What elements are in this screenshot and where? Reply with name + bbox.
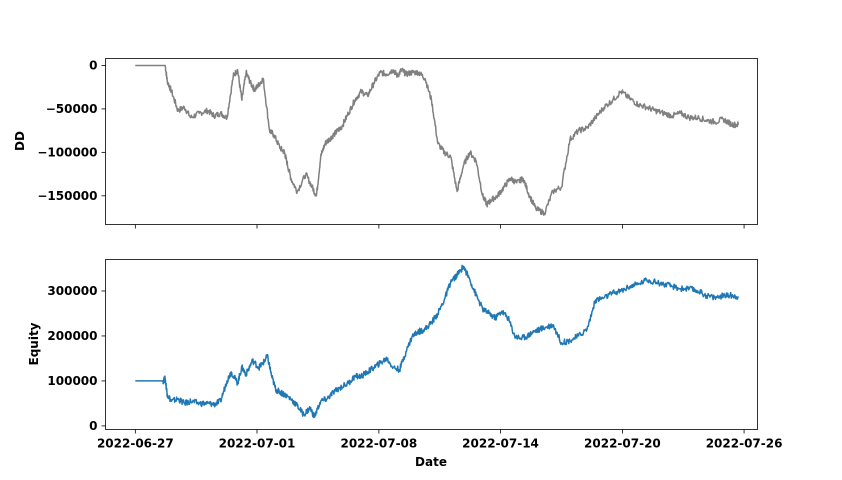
dd-panel: 0 −50000 −100000 −150000 DD [13, 58, 758, 229]
equity-y-axis-label: Equity [27, 322, 41, 365]
dd-y-tick-label: −150000 [37, 189, 97, 203]
x-tick-label: 2022-07-01 [219, 437, 296, 451]
equity-series-line [135, 264, 739, 419]
equity-y-tick-label: 0 [89, 419, 97, 433]
dd-series-line [135, 64, 740, 216]
dd-y-axis-label: DD [13, 131, 27, 151]
x-tick-label: 2022-07-20 [584, 437, 661, 451]
equity-y-tick-label: 100000 [47, 374, 97, 388]
equity-plot-frame [105, 259, 758, 430]
equity-y-axis: 0 100000 200000 300000 [47, 284, 106, 433]
equity-panel: 0 100000 200000 300000 2022-06-27 2022-07-01… [27, 259, 783, 469]
x-tick-label: 2022-07-08 [340, 437, 417, 451]
dd-y-tick-label: −100000 [37, 145, 97, 159]
dd-y-axis: 0 −50000 −100000 −150000 [37, 58, 106, 203]
x-tick-label: 2022-06-27 [97, 437, 174, 451]
equity-y-tick-label: 200000 [47, 329, 97, 343]
dd-plot-frame [105, 58, 758, 225]
equity-x-axis: 2022-06-27 2022-07-01 2022-07-08 2022-07-14… [97, 429, 783, 451]
dd-y-tick-label: −50000 [46, 102, 98, 116]
dd-y-tick-label: 0 [89, 58, 97, 72]
dd-x-ticks [134, 224, 745, 229]
x-tick-label: 2022-07-26 [706, 437, 783, 451]
equity-x-axis-label: Date [415, 455, 447, 469]
x-tick-label: 2022-07-14 [462, 437, 539, 451]
equity-y-tick-label: 300000 [47, 284, 97, 298]
